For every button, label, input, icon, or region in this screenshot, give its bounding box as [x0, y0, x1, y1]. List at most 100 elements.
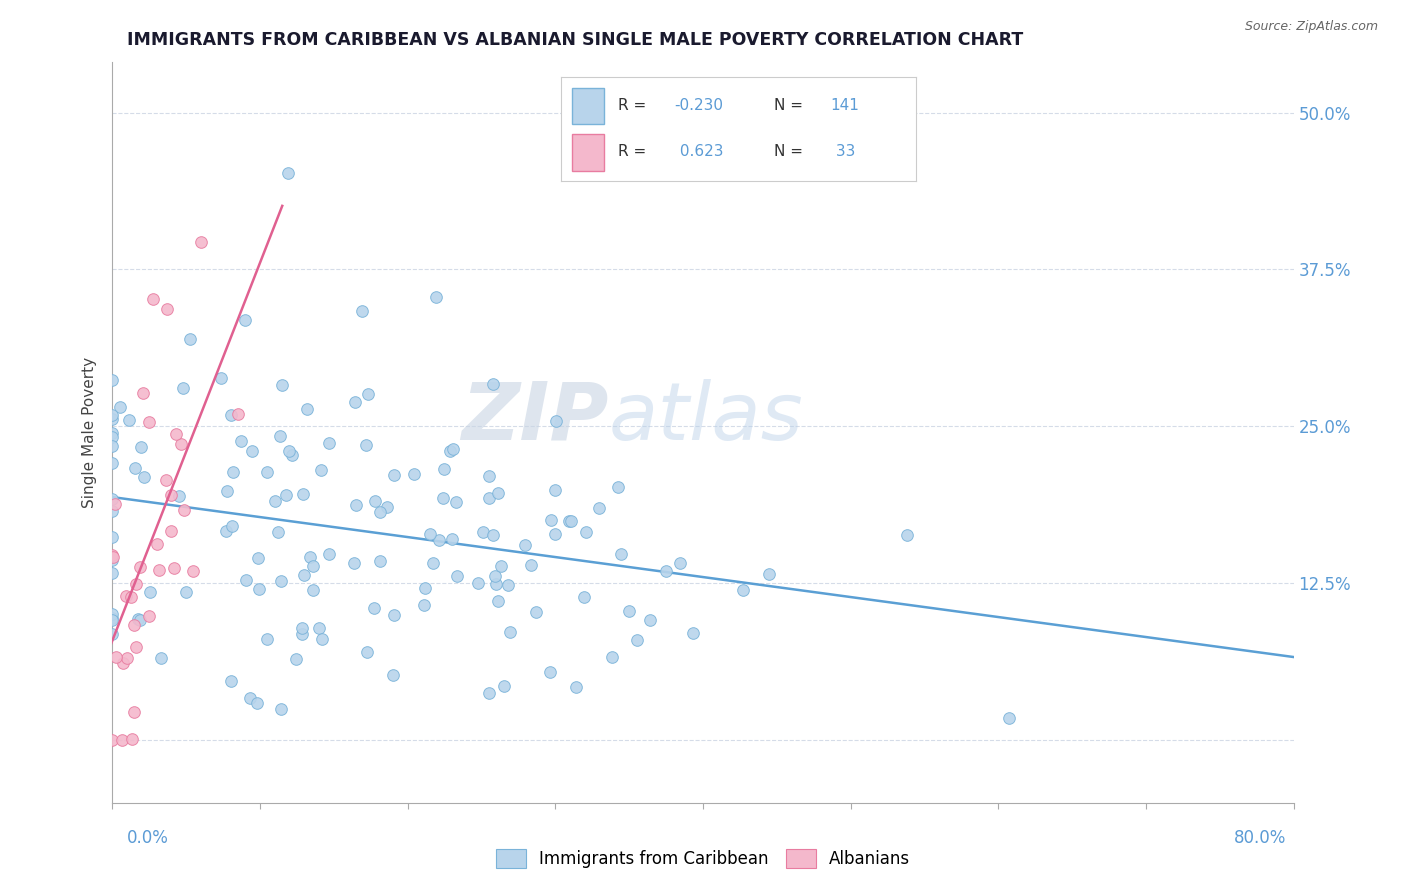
Point	[607, 480, 630, 494]
Point	[219, 408, 242, 422]
Point	[101, 425, 124, 440]
Point	[638, 613, 661, 627]
Point	[519, 558, 541, 572]
Point	[101, 408, 124, 422]
Point	[138, 415, 160, 429]
Point	[101, 412, 124, 426]
Point	[489, 559, 512, 574]
Point	[682, 626, 704, 640]
Point	[471, 524, 494, 539]
Point	[557, 514, 579, 528]
Point	[574, 591, 596, 605]
Point	[132, 386, 155, 401]
Point	[101, 548, 124, 562]
Point	[427, 533, 450, 547]
Point	[478, 686, 501, 700]
Point	[101, 456, 124, 470]
Point	[318, 436, 340, 450]
Point	[270, 574, 292, 588]
Text: atlas: atlas	[609, 379, 803, 457]
Point	[128, 613, 150, 627]
Point	[101, 613, 124, 627]
Point	[233, 313, 256, 327]
Point	[382, 468, 405, 483]
Point	[138, 609, 160, 624]
Point	[499, 624, 522, 639]
Point	[524, 605, 547, 619]
Point	[256, 632, 278, 646]
Point	[277, 444, 299, 458]
Point	[125, 640, 148, 655]
Point	[118, 413, 141, 427]
Point	[382, 607, 405, 622]
Point	[292, 486, 315, 500]
Point	[239, 690, 262, 705]
Point	[997, 711, 1019, 725]
Point	[167, 490, 190, 504]
Point	[299, 550, 322, 565]
Point	[486, 594, 509, 608]
Point	[356, 645, 378, 659]
Point	[101, 733, 124, 747]
Point	[513, 538, 536, 552]
Point	[146, 536, 169, 550]
Point	[160, 488, 183, 502]
Point	[432, 491, 454, 505]
Point	[101, 607, 124, 622]
Point	[219, 674, 242, 689]
Point	[486, 485, 509, 500]
Point	[295, 402, 318, 417]
Point	[115, 651, 138, 665]
Point	[291, 627, 314, 641]
Point	[229, 434, 252, 448]
Point	[214, 524, 236, 538]
Point	[309, 463, 332, 477]
Point	[419, 527, 441, 541]
Point	[544, 527, 567, 541]
Point	[104, 497, 127, 511]
Text: ZIP: ZIP	[461, 379, 609, 457]
Point	[101, 430, 124, 444]
Point	[226, 407, 249, 421]
Point	[364, 494, 387, 508]
Point	[111, 733, 134, 747]
Legend: Immigrants from Caribbean, Albanians: Immigrants from Caribbean, Albanians	[489, 842, 917, 875]
Point	[249, 582, 271, 596]
Text: Source: ZipAtlas.com: Source: ZipAtlas.com	[1244, 20, 1378, 33]
Point	[101, 504, 124, 518]
Point	[221, 465, 243, 479]
Point	[375, 500, 398, 515]
Point	[301, 558, 323, 573]
Point	[271, 377, 294, 392]
Point	[494, 679, 516, 693]
Point	[217, 484, 239, 499]
Point	[240, 443, 263, 458]
Point	[174, 585, 197, 599]
Point	[173, 503, 195, 517]
Point	[342, 557, 364, 571]
Point	[110, 401, 132, 415]
Point	[485, 577, 508, 591]
Point	[344, 395, 367, 409]
Point	[280, 449, 302, 463]
Point	[382, 668, 405, 682]
Point	[588, 501, 610, 516]
Point	[156, 302, 179, 317]
Point	[111, 656, 134, 670]
Point	[165, 426, 187, 441]
Point	[132, 470, 155, 484]
Point	[277, 166, 299, 180]
Point	[540, 513, 562, 527]
Point	[626, 632, 648, 647]
Point	[129, 440, 152, 454]
Point	[560, 514, 582, 528]
Point	[104, 649, 127, 664]
Point	[170, 436, 193, 450]
Point	[478, 468, 501, 483]
Point	[139, 584, 162, 599]
Point	[422, 557, 444, 571]
Point	[267, 525, 290, 540]
Point	[758, 567, 780, 582]
Point	[292, 568, 315, 582]
Point	[163, 561, 186, 575]
